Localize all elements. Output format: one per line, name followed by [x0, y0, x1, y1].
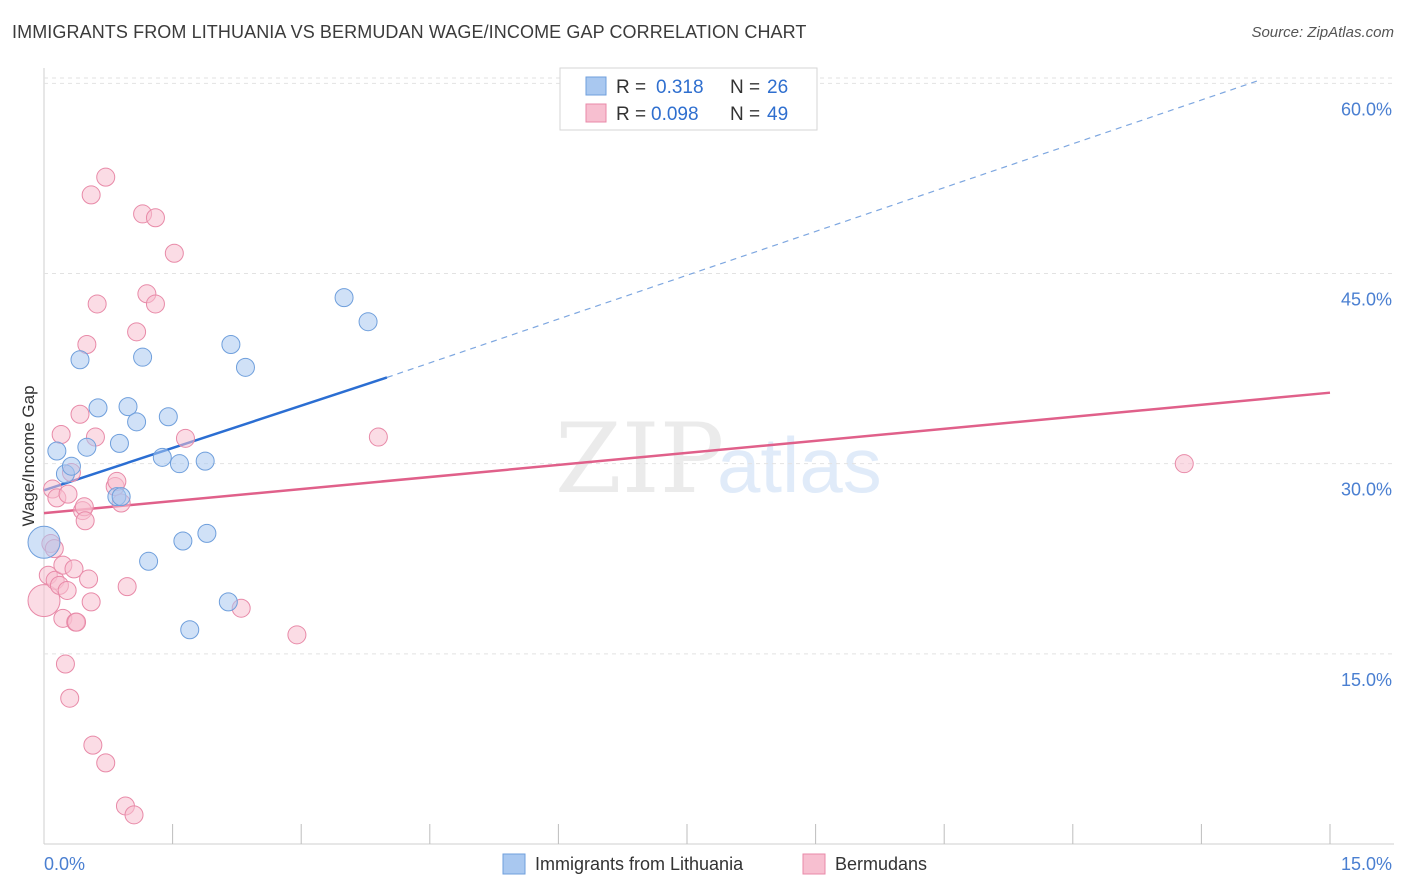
point-bermudans-42: [145, 208, 165, 228]
x-ticks: [172, 824, 1331, 844]
y-tick-label-45: 45.0%: [1341, 290, 1392, 310]
zipatlas-watermark: ZIP atlas: [555, 403, 882, 515]
stats-legend-swatch-lithuania: [585, 76, 607, 96]
point-bermudans-12: [57, 580, 77, 600]
svg-text:ZIP: ZIP: [555, 403, 724, 515]
point-bermudans-43: [164, 243, 184, 263]
legend-swatch-bermudans: [802, 853, 826, 875]
point-lithuania-9: [109, 433, 129, 453]
legend-label-lithuania: Immigrants from Lithuania: [535, 854, 744, 874]
y-tick-label-15: 15.0%: [1341, 670, 1392, 690]
chart-title: IMMIGRANTS FROM LITHUANIA VS BERMUDAN WA…: [12, 22, 807, 42]
point-bermudans-8: [51, 425, 71, 445]
point-bermudans-18: [67, 612, 87, 632]
source-credit: Source: ZipAtlas.com: [1251, 24, 1394, 41]
point-lithuania-10: [118, 397, 138, 417]
point-lithuania-3: [61, 456, 81, 476]
stats-legend-n-value-2: 49: [767, 104, 788, 125]
point-lithuania-24: [334, 288, 354, 308]
point-bermudans-22: [75, 511, 95, 531]
series-legend: Immigrants from Lithuania Bermudans: [502, 853, 927, 875]
stats-legend-r-value-2: 0.098: [651, 104, 699, 125]
stats-legend-r-label-2: R =: [616, 104, 646, 125]
stats-legend-n-label-1: N =: [730, 77, 760, 98]
legend-swatch-lithuania: [502, 853, 526, 875]
y-tick-label-30: 30.0%: [1341, 480, 1392, 500]
point-lithuania-21: [218, 592, 238, 612]
point-lithuania-15: [158, 407, 178, 427]
point-lithuania-13: [139, 551, 159, 571]
point-bermudans-16: [64, 559, 84, 579]
point-lithuania-19: [197, 523, 217, 543]
stats-legend-swatch-bermudans: [585, 103, 607, 123]
y-tick-label-60: 60.0%: [1341, 99, 1392, 119]
point-bermudans-14: [60, 688, 80, 708]
point-bermudans-46: [287, 625, 307, 645]
x-tick-label-max: 15.0%: [1341, 854, 1392, 874]
point-lithuania-4: [70, 350, 90, 370]
point-lithuania-16: [169, 454, 189, 474]
point-bermudans-41: [145, 294, 165, 314]
y-tick-labels: 15.0% 30.0% 45.0% 60.0%: [1341, 99, 1392, 689]
point-lithuania-12: [133, 347, 153, 367]
point-bermudans-29: [87, 294, 107, 314]
point-bermudans-19: [70, 404, 90, 424]
point-bermudans-26: [81, 185, 101, 205]
point-bermudans-30: [96, 167, 116, 187]
point-lithuania-25: [358, 312, 378, 332]
stats-legend-n-value-1: 26: [767, 77, 788, 98]
stats-legend: R = 0.318 N = 26 R = 0.098 N = 49: [559, 67, 818, 131]
point-lithuania-22: [221, 335, 241, 355]
point-lithuania-1: [47, 441, 67, 461]
point-lithuania-14: [152, 447, 172, 467]
point-bermudans-25: [81, 592, 101, 612]
point-lithuania-11: [127, 412, 147, 432]
point-lithuania-18: [180, 620, 200, 640]
point-lithuania-23: [235, 357, 255, 377]
x-tick-label-min: 0.0%: [44, 854, 85, 874]
point-bermudans-31: [96, 753, 116, 773]
stats-legend-r-label-1: R =: [616, 77, 646, 98]
trend-line-bermudans: [43, 391, 1331, 515]
point-bermudans-11: [55, 654, 75, 674]
trend-line-lithuania: [43, 376, 388, 492]
point-bermudans-13: [58, 484, 78, 504]
point-lithuania-0: [27, 525, 61, 559]
legend-label-bermudans: Bermudans: [835, 854, 927, 874]
point-bermudans-47: [368, 427, 388, 447]
point-bermudans-24: [79, 569, 99, 589]
svg-text:atlas: atlas: [717, 421, 882, 509]
y-axis-label: Wage/Income Gap: [19, 385, 38, 526]
data-points: [27, 167, 1194, 825]
point-bermudans-27: [83, 735, 103, 755]
point-bermudans-48: [1174, 454, 1194, 474]
trend-lines: [43, 78, 1331, 515]
point-bermudans-37: [124, 805, 144, 825]
stats-legend-r-value-1: 0.318: [656, 77, 704, 98]
point-lithuania-17: [173, 531, 193, 551]
stats-legend-n-label-2: N =: [730, 104, 760, 125]
point-lithuania-8: [111, 487, 131, 507]
point-lithuania-20: [195, 451, 215, 471]
point-lithuania-6: [88, 398, 108, 418]
point-bermudans-44: [175, 428, 195, 448]
trend-line-lithuania-extension: [386, 78, 1262, 379]
point-lithuania-5: [77, 437, 97, 457]
point-bermudans-0: [27, 584, 61, 618]
point-bermudans-38: [127, 322, 147, 342]
point-bermudans-36: [117, 577, 137, 597]
